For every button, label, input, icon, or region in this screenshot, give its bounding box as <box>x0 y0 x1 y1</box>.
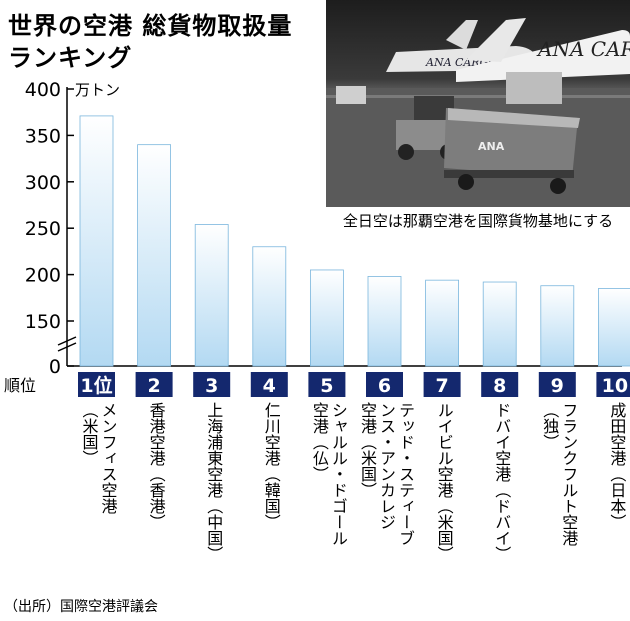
rank-number: 5 <box>320 375 333 397</box>
photo-caption: 全日空は那覇空港を国際貨物基地にする <box>326 208 630 234</box>
y-tick-label: 350 <box>25 125 61 147</box>
y-tick-label: 150 <box>25 311 61 333</box>
bar <box>79 115 114 367</box>
axis-break-mark <box>57 336 77 346</box>
axis-break-mark <box>57 342 77 352</box>
rank-badge <box>308 372 346 397</box>
rank-number: 6 <box>378 375 391 397</box>
container-logo: ANA <box>478 140 505 153</box>
rank-badge <box>481 372 519 397</box>
rank-badge <box>423 372 461 397</box>
bar <box>598 288 630 367</box>
rank-badge <box>596 372 630 397</box>
rank-badge <box>78 372 115 397</box>
bar <box>194 224 229 367</box>
airport-name: 仁川空港（韓国） <box>261 402 281 530</box>
rank-badge <box>193 372 231 397</box>
y-unit-label: 万トン <box>75 81 120 99</box>
rank-header: 順位 <box>4 376 36 395</box>
rank-number: 9 <box>551 375 564 397</box>
bar <box>425 279 460 367</box>
airport-name: 香港空港（香港） <box>146 402 166 530</box>
rank-badge <box>366 372 403 397</box>
y-tick-label: 200 <box>25 265 61 287</box>
rank-badge <box>250 372 288 397</box>
y-tick-label: 250 <box>25 218 61 240</box>
airport-name: シャルル・ドゴール 空港（仏） <box>309 402 348 546</box>
airport-name: 成田空港（日本） <box>607 402 627 530</box>
chart-subtitle: ランキング <box>8 44 133 72</box>
rank-badge <box>135 372 173 397</box>
y-tick-label: 300 <box>25 172 61 194</box>
airport-name: ルイビル空港（米国） <box>434 402 454 562</box>
y-tick-label: 400 <box>25 79 61 101</box>
bar <box>367 276 402 367</box>
bar <box>309 269 344 367</box>
chart-title: 世界の空港 総貨物取扱量 <box>8 12 293 40</box>
bar <box>540 285 575 367</box>
rank-number: 8 <box>493 375 506 397</box>
rank-number: 7 <box>435 375 448 397</box>
airport-name: 上海浦東空港（中国） <box>204 402 224 562</box>
rank-badge <box>538 372 576 397</box>
rank-number: 1位 <box>80 374 112 397</box>
airport-name: テッド・スティーブ ンス・アンカレジ 空港（米国） <box>358 402 415 546</box>
rank-number: 4 <box>263 375 276 397</box>
aircraft-logo-2: ANA CARGO <box>536 37 630 61</box>
photo-illustration: ANA CARGO ANA CARGO ANA <box>326 18 630 207</box>
ana-cargo-photo: ANA CARGO ANA CARGO ANA <box>326 0 630 207</box>
airport-name: メンフィス空港 （米国） <box>79 402 118 514</box>
bar <box>252 246 287 367</box>
bar <box>482 281 517 367</box>
rank-number: 3 <box>205 375 218 397</box>
rank-number: 10 <box>602 375 628 397</box>
rank-number: 2 <box>147 375 160 397</box>
y-tick-label: 0 <box>49 356 61 378</box>
bar <box>137 144 172 367</box>
airport-name: ドバイ空港（ドバイ） <box>492 402 512 562</box>
airport-name: フランクフルト空港 （独） <box>540 402 579 546</box>
source-note: （出所）国際空港評議会 <box>4 599 158 615</box>
